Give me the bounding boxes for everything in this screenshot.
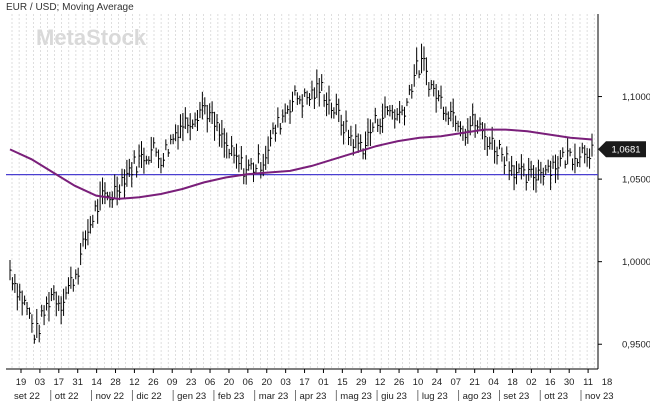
price-tag-box [598, 141, 646, 158]
vertical-grid [11, 14, 595, 369]
x-tick-label: 23 [186, 377, 197, 388]
x-tick-label: 21 [469, 377, 480, 388]
x-month-label: giu 23 [381, 391, 407, 402]
x-month-label: ott 22 [55, 391, 79, 402]
price-tag-label: 1,0681 [611, 145, 640, 156]
x-month-label: ott 23 [544, 391, 568, 402]
x-tick-label: 18 [507, 377, 518, 388]
x-month-label: lug 23 [422, 391, 448, 402]
y-tick-label: 0,9500 [622, 340, 650, 351]
x-tick-label: 14 [91, 377, 102, 388]
x-tick-label: 01 [318, 377, 329, 388]
x-tick-label: 29 [356, 377, 367, 388]
x-tick-label: 31 [72, 377, 83, 388]
x-tick-label: 02 [526, 377, 537, 388]
x-month-label: dic 22 [136, 391, 161, 402]
x-tick-label: 30 [564, 377, 575, 388]
x-tick-label: 06 [205, 377, 216, 388]
chart-title: EUR / USD; Moving Average [6, 2, 134, 13]
x-tick-label: 09 [167, 377, 178, 388]
x-tick-label: 20 [224, 377, 235, 388]
x-tick-label: 11 [583, 377, 593, 388]
x-month-label: gen 23 [177, 391, 206, 402]
x-tick-label: 19 [16, 377, 27, 388]
x-tick-label: 26 [148, 377, 159, 388]
x-month-label: set 23 [503, 391, 529, 402]
x-tick-label: 16 [545, 377, 556, 388]
x-month-label: nov 22 [96, 391, 125, 402]
watermark: MetaStock [36, 25, 147, 50]
y-tick-label: 1,0500 [622, 175, 650, 186]
x-tick-label: 03 [35, 377, 46, 388]
x-tick-label: 07 [450, 377, 461, 388]
x-month-label: nov 23 [585, 391, 614, 402]
price-bars [9, 43, 594, 344]
x-tick-label: 15 [337, 377, 348, 388]
x-tick-label: 03 [280, 377, 291, 388]
x-tick-label: 24 [432, 377, 443, 388]
x-month-label: set 22 [14, 391, 40, 402]
y-tick-label: 1,1000 [622, 92, 650, 103]
x-tick-label: 12 [129, 377, 140, 388]
x-tick-label: 18 [602, 377, 613, 388]
x-month-label: mag 23 [340, 391, 372, 402]
x-tick-label: 17 [299, 377, 310, 388]
current-price-tag: 1,0681 [598, 141, 646, 158]
x-tick-label: 20 [261, 377, 272, 388]
y-axis: 1,1000 1,0500 1,0000 0,9500 [6, 14, 650, 370]
x-tick-label: 10 [413, 377, 424, 388]
x-month-label: ago 23 [463, 391, 492, 402]
x-month-label: apr 23 [300, 391, 327, 402]
x-month-label: mar 23 [259, 391, 289, 402]
x-axis: 19 03 17 31 14 28 12 26 09 23 06 20 06 20 03 17 01 15 29 12… [14, 369, 614, 402]
y-tick-label: 1,0000 [622, 257, 650, 268]
x-month-label: feb 23 [218, 391, 244, 402]
x-tick-label: 04 [488, 377, 499, 388]
x-tick-label: 06 [243, 377, 254, 388]
x-tick-label: 28 [110, 377, 121, 388]
moving-average-layer [9, 128, 593, 200]
x-tick-label: 12 [375, 377, 386, 388]
x-tick-label: 17 [54, 377, 65, 388]
x-tick-label: 26 [394, 377, 405, 388]
moving-average-line [9, 128, 593, 200]
